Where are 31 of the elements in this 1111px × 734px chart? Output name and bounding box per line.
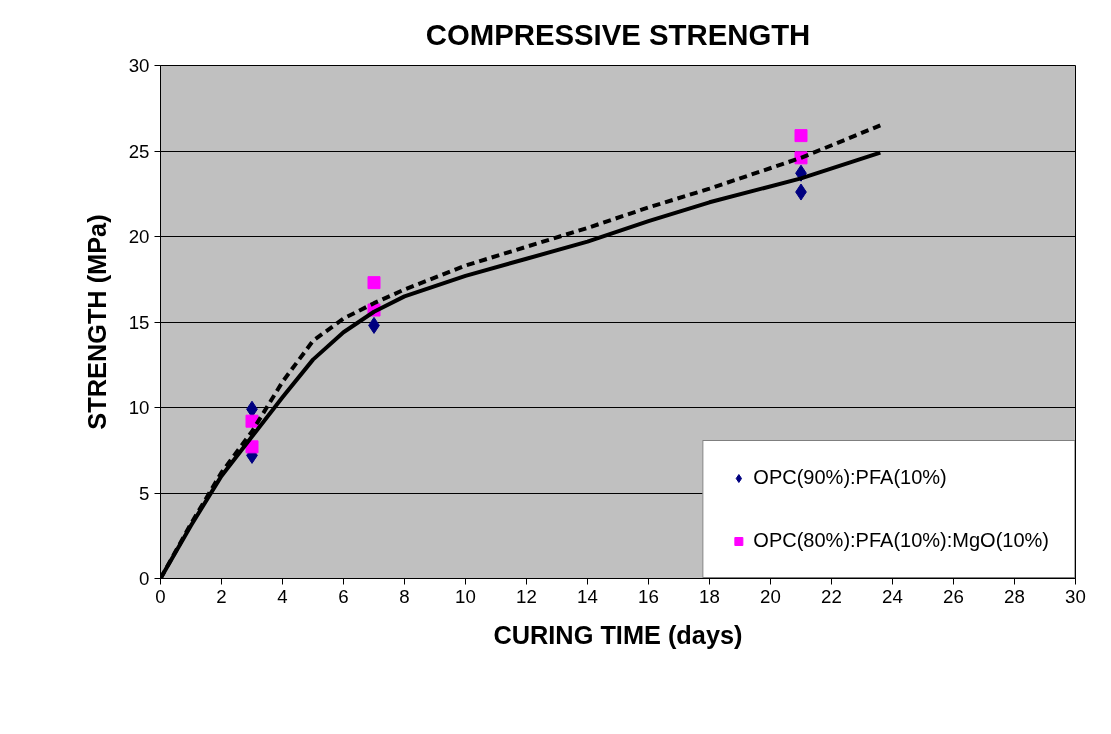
x-tick-label: 16 xyxy=(638,585,659,607)
y-tick-label: 15 xyxy=(128,311,150,333)
chart-title: COMPRESSIVE STRENGTH xyxy=(425,17,811,51)
x-tick-label: 22 xyxy=(821,585,842,607)
x-tick-label: 6 xyxy=(338,585,349,607)
y-tick-label: 25 xyxy=(128,140,150,162)
x-tick-label: 26 xyxy=(943,585,964,607)
x-tick-label: 0 xyxy=(155,585,166,607)
y-axis-title: STRENGTH (MPa) xyxy=(82,214,111,430)
y-tick-label: 10 xyxy=(128,397,150,418)
x-axis-title: CURING TIME (days) xyxy=(493,620,743,649)
y-tick-label: 5 xyxy=(139,482,150,504)
x-tick-label: 8 xyxy=(399,585,410,607)
x-tick-label: 14 xyxy=(577,585,598,607)
x-tick-label: 4 xyxy=(277,585,288,607)
y-tick-label: 0 xyxy=(139,568,150,589)
x-tick-label: 30 xyxy=(1065,585,1086,607)
point xyxy=(367,276,381,290)
x-tick-label: 10 xyxy=(455,585,476,607)
x-tick-label: 20 xyxy=(760,585,781,607)
x-tick-label: 2 xyxy=(216,585,227,607)
x-tick-label: 18 xyxy=(699,585,720,607)
x-tick-label: 12 xyxy=(516,585,537,607)
y-tick-label: 20 xyxy=(128,226,150,247)
x-tick-label: 28 xyxy=(1004,585,1025,607)
x-tick-label: 24 xyxy=(882,585,903,607)
point xyxy=(794,129,808,143)
legend-label: OPC(90%):PFA(10%) xyxy=(753,466,947,489)
y-tick-label: 30 xyxy=(128,55,150,76)
point xyxy=(245,414,259,428)
legend-label: OPC(80%):PFA(10%):MgO(10%) xyxy=(753,529,1049,552)
